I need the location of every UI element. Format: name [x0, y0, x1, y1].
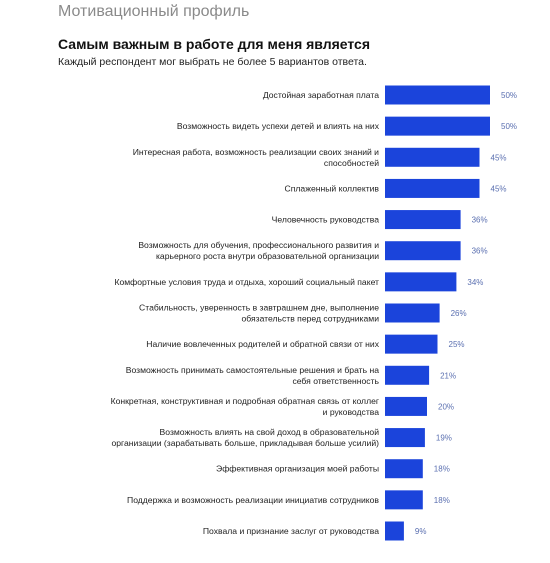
bar-8	[385, 303, 440, 323]
value-label-10: 21%	[440, 371, 456, 380]
category-label-12: Возможность влиять на свой доход в образ…	[111, 427, 379, 448]
category-label-1: Достойная заработная плата	[263, 90, 379, 100]
category-label-11: Конкретная, конструктивная и подробная о…	[111, 396, 380, 417]
bar-1	[385, 85, 490, 105]
value-label-4: 45%	[491, 184, 507, 193]
value-label-8: 26%	[451, 309, 467, 318]
category-label-13: Эффективная организация моей работы	[216, 464, 379, 474]
category-label-14: Поддержка и возможность реализации иници…	[127, 495, 379, 505]
category-label-9: Наличие вовлеченных родителей и обратной…	[146, 339, 379, 349]
category-label-8: Стабильность, уверенность в завтрашнем д…	[139, 303, 379, 324]
bar-12	[385, 428, 425, 448]
bar-10	[385, 365, 430, 385]
page-heading: Мотивационный профиль	[58, 3, 250, 20]
value-label-12: 19%	[436, 434, 452, 443]
value-label-13: 18%	[434, 465, 450, 474]
value-label-1: 50%	[501, 91, 517, 100]
bar-6	[385, 241, 461, 261]
bar-15	[385, 521, 404, 541]
category-label-6: Возможность для обучения, профессиональн…	[138, 240, 379, 261]
category-label-15: Похвала и признание заслуг от руководств…	[203, 526, 379, 536]
bar-9	[385, 334, 438, 354]
category-label-4: Сплаженный коллектив	[285, 183, 380, 193]
chart-title: Самым важным в работе для меня является	[58, 36, 371, 52]
value-label-11: 20%	[438, 402, 454, 411]
category-label-2: Возможность видеть успехи детей и влиять…	[177, 121, 380, 131]
bar-2	[385, 116, 490, 136]
value-label-15: 9%	[415, 527, 427, 536]
bar-5	[385, 210, 461, 230]
value-label-2: 50%	[501, 122, 517, 131]
value-label-5: 36%	[472, 216, 488, 225]
bar-3	[385, 147, 480, 167]
category-label-3: Интересная работа, возможность реализаци…	[133, 147, 380, 168]
chart-subtitle: Каждый респондент мог выбрать не более 5…	[58, 56, 367, 68]
category-label-7: Комфортные условия труда и отдыха, хорош…	[114, 277, 379, 287]
category-label-5: Человечность руководства	[272, 215, 380, 225]
bar-14	[385, 490, 423, 510]
value-label-6: 36%	[472, 247, 488, 256]
bar-11	[385, 396, 427, 416]
category-label-10: Возможность принимать самостоятельные ре…	[126, 365, 380, 386]
value-label-3: 45%	[491, 153, 507, 162]
value-label-9: 25%	[449, 340, 465, 349]
value-label-14: 18%	[434, 496, 450, 505]
bar-4	[385, 178, 480, 198]
bar-13	[385, 459, 423, 479]
bar-7	[385, 272, 457, 292]
value-label-7: 34%	[467, 278, 483, 287]
